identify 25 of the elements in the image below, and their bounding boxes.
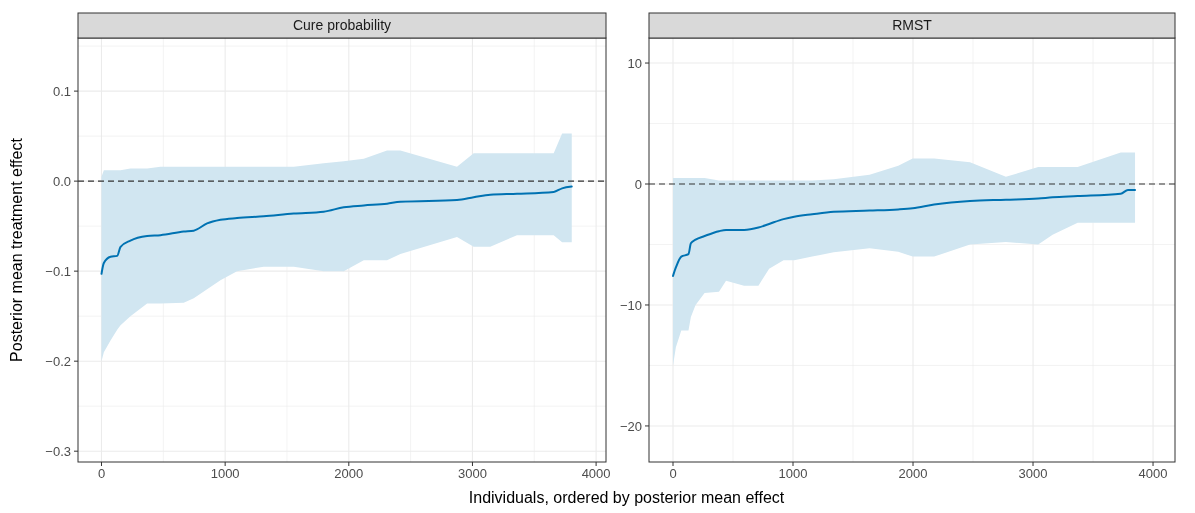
y-tick-label: 0.0 <box>52 173 71 189</box>
y-axis-title: Posterior mean treatment effect <box>8 137 25 362</box>
x-tick-label: 2000 <box>898 466 928 481</box>
y-tick-label: 0.1 <box>52 83 71 99</box>
x-tick-label: 3000 <box>1018 466 1048 481</box>
y-tick-label: −20 <box>619 418 642 434</box>
x-tick-label: 0 <box>669 466 677 481</box>
chart-title: Cure probability <box>292 17 392 34</box>
y-tick-label: 0 <box>634 176 642 192</box>
line-series <box>100 185 573 275</box>
chart-title: RMST <box>892 17 933 34</box>
x-tick-label: 0 <box>97 466 106 481</box>
y-tick-label: −0.2 <box>45 353 71 369</box>
x-tick-label: 4000 <box>1138 466 1168 481</box>
x-tick-label: 2000 <box>334 466 364 481</box>
y-tick-label: −0.1 <box>45 263 71 279</box>
y-tick-label: −10 <box>619 297 642 313</box>
y-tick-label: 10 <box>627 55 642 71</box>
x-tick-label: 1000 <box>210 466 240 481</box>
line-series <box>672 189 1137 277</box>
x-axis-title: Individuals, ordered by posterior mean effect <box>468 489 785 506</box>
x-tick-label: 3000 <box>457 466 487 481</box>
x-tick-label: 1000 <box>778 466 808 481</box>
x-tick-label: 4000 <box>581 466 611 481</box>
y-tick-label: −0.3 <box>45 443 71 459</box>
